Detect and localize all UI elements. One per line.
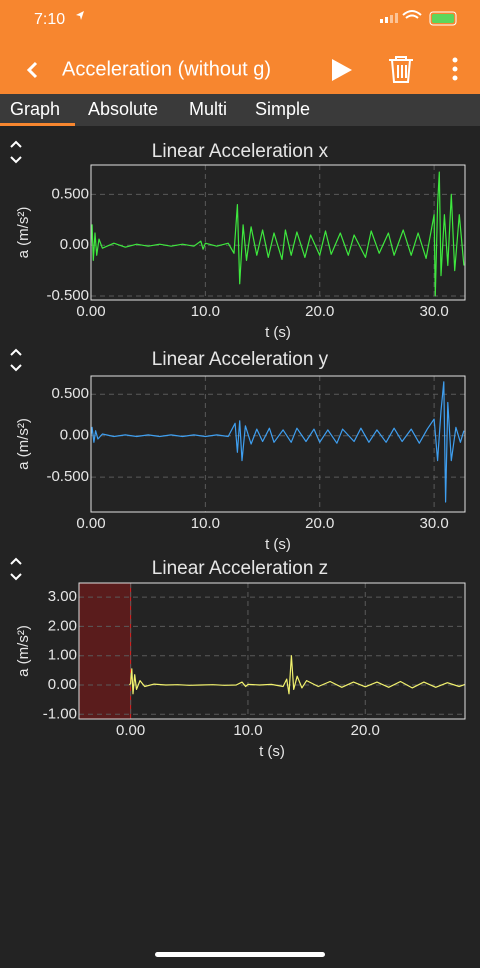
- tab-indicator: [0, 123, 75, 126]
- y-tick-label: 0.500: [51, 185, 89, 202]
- x-axis-label: t (s): [265, 536, 291, 553]
- tab[interactable]: Simple: [255, 99, 310, 119]
- play-button[interactable]: [332, 59, 352, 81]
- x-tick-label: 30.0: [420, 303, 449, 320]
- chart-title: Linear Acceleration x: [152, 141, 329, 162]
- expand-toggle[interactable]: [10, 140, 22, 164]
- tab[interactable]: Multi: [189, 99, 227, 119]
- chart-title: Linear Acceleration z: [152, 558, 328, 579]
- tab[interactable]: Graph: [10, 99, 60, 119]
- x-tick-label: 20.0: [305, 515, 334, 532]
- y-tick-label: -0.500: [46, 468, 89, 485]
- plot-frame: [78, 582, 466, 720]
- x-tick-label: 0.00: [76, 515, 105, 532]
- expand-toggle[interactable]: [10, 348, 22, 372]
- x-axis-label: t (s): [265, 324, 291, 341]
- plot-frame: [90, 164, 466, 301]
- y-axis-label: a (m/s²): [15, 207, 32, 259]
- x-tick-label: 30.0: [420, 515, 449, 532]
- data-line: [90, 171, 465, 297]
- y-tick-label: 2.00: [48, 617, 77, 634]
- y-tick-label: 0.500: [51, 385, 89, 402]
- back-button[interactable]: [26, 61, 38, 79]
- location-icon: [76, 11, 84, 20]
- delete-button[interactable]: [389, 56, 413, 83]
- x-tick-label: 20.0: [351, 722, 380, 739]
- y-tick-label: 0.00: [60, 427, 89, 444]
- data-line: [90, 381, 465, 503]
- menu-button[interactable]: [452, 57, 458, 81]
- status-time: 7:10: [34, 11, 65, 28]
- y-axis-label: a (m/s²): [15, 418, 32, 470]
- y-tick-label: 3.00: [48, 588, 77, 605]
- y-tick-label: -1.00: [43, 705, 77, 722]
- expand-toggle[interactable]: [10, 557, 22, 581]
- x-tick-label: 20.0: [305, 303, 334, 320]
- y-axis-label: a (m/s²): [15, 625, 32, 677]
- y-tick-label: -0.500: [46, 287, 89, 304]
- x-tick-label: 10.0: [233, 722, 262, 739]
- app-title: Acceleration (without g): [62, 58, 271, 80]
- x-axis-label: t (s): [259, 743, 285, 760]
- x-tick-label: 10.0: [191, 515, 220, 532]
- x-tick-label: 10.0: [191, 303, 220, 320]
- tab[interactable]: Absolute: [88, 99, 158, 119]
- x-tick-label: 0.00: [116, 722, 145, 739]
- battery-icon: [429, 11, 457, 26]
- tab-bar: [0, 94, 480, 126]
- y-tick-label: 0.00: [48, 676, 77, 693]
- y-tick-label: 0.00: [60, 236, 89, 253]
- signal-icon: [380, 13, 398, 23]
- home-indicator: [155, 952, 325, 957]
- x-tick-label: 0.00: [76, 303, 105, 320]
- y-tick-label: 1.00: [48, 647, 77, 664]
- highlight-region: [78, 582, 132, 720]
- chart-title: Linear Acceleration y: [152, 349, 329, 370]
- data-line: [128, 655, 466, 695]
- wifi-icon: [402, 10, 422, 19]
- battery-level: [432, 14, 454, 23]
- plot-frame: [90, 375, 466, 513]
